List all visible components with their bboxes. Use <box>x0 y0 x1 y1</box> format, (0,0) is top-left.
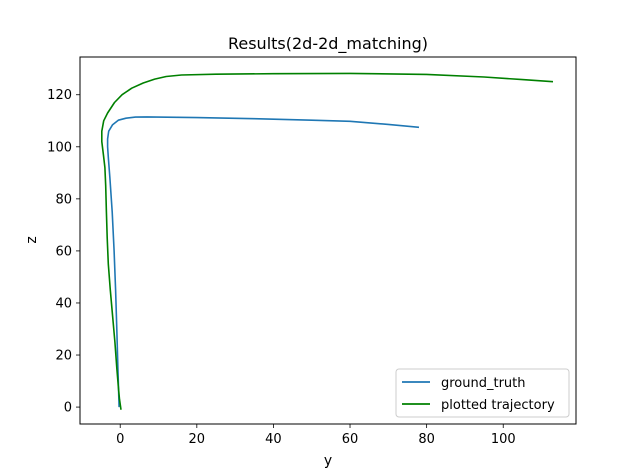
y-tick-label: 0 <box>64 401 72 416</box>
x-tick-label: 0 <box>116 432 124 447</box>
x-tick-label: 40 <box>265 432 282 447</box>
legend-label-plotted-trajectory: plotted trajectory <box>441 398 555 413</box>
x-tick-label: 20 <box>189 432 206 447</box>
y-tick-label: 100 <box>47 140 72 155</box>
y-tick-label: 60 <box>55 244 72 259</box>
ticks-layer: 0 20 40 60 80 100 0 20 40 60 80 100 120 <box>47 88 515 447</box>
y-axis-label: z <box>24 236 40 243</box>
y-tick-label: 20 <box>55 349 72 364</box>
series-line-plotted-trajectory <box>101 72 554 410</box>
y-tick-label: 120 <box>47 88 72 103</box>
y-tick-label: 40 <box>55 296 72 311</box>
series-line-ground-truth <box>106 116 420 408</box>
legend: ground_truth plotted trajectory <box>395 368 570 418</box>
x-tick-label: 100 <box>491 432 516 447</box>
chart-title: Results(2d-2d_matching) <box>228 34 428 54</box>
x-axis-label: y <box>324 453 332 469</box>
plot-frame <box>79 56 577 425</box>
plot-layer <box>101 72 554 410</box>
y-tick-label: 80 <box>55 192 72 207</box>
x-tick-label: 60 <box>342 432 359 447</box>
legend-label-ground-truth: ground_truth <box>441 376 526 391</box>
x-tick-label: 80 <box>418 432 435 447</box>
legend-box <box>395 368 570 418</box>
